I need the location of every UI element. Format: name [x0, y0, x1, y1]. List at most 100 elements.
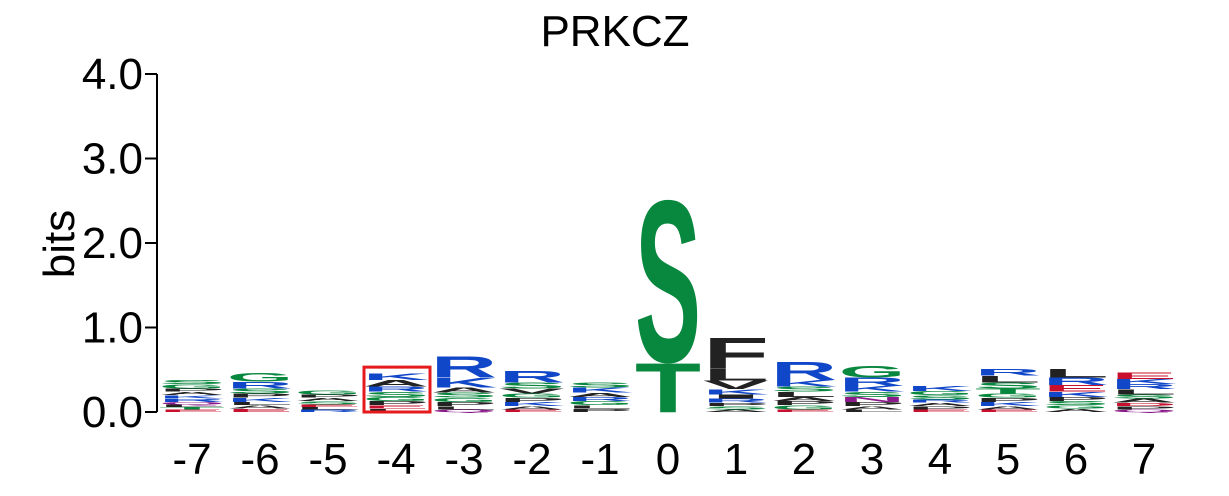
letter-R: R: [1043, 375, 1109, 387]
x-tick-label: -2: [512, 435, 551, 484]
letter-R: R: [907, 398, 973, 403]
letter-L: L: [431, 405, 497, 410]
letter-L: L: [771, 391, 837, 399]
letter-E: E: [295, 404, 361, 408]
letter-P: P: [1111, 405, 1177, 410]
x-tick-label: 6: [1064, 435, 1088, 484]
letter-P: P: [703, 402, 769, 407]
x-tick-label: 1: [724, 435, 748, 484]
letter-E: E: [975, 409, 1041, 413]
letter-G: G: [567, 400, 633, 407]
letter-Q: Q: [1111, 409, 1177, 413]
letter-L: L: [975, 374, 1041, 384]
letter-G: G: [839, 363, 905, 381]
letter-K: K: [431, 375, 497, 391]
letter-P: P: [567, 408, 633, 413]
letter-A: A: [975, 405, 1041, 410]
letter-S: S: [703, 405, 769, 410]
x-tick-label: 2: [792, 435, 816, 484]
x-tick-label: 3: [860, 435, 884, 484]
letter-E: E: [159, 409, 225, 413]
letter-K: K: [907, 384, 973, 392]
letter-V: V: [703, 379, 769, 392]
x-tick-label: 4: [928, 435, 952, 484]
letter-E: E: [363, 404, 429, 409]
letter-K: K: [839, 384, 905, 393]
letter-L: L: [227, 401, 293, 406]
letter-A: A: [499, 405, 565, 410]
letter-L: L: [1111, 388, 1177, 396]
letter-N: N: [839, 395, 905, 403]
letter-T: T: [975, 387, 1041, 395]
letter-G: G: [1043, 404, 1109, 409]
letter-R: R: [771, 357, 837, 386]
letter-L: L: [1043, 367, 1109, 380]
letter-E: E: [227, 408, 293, 413]
highlight-box: [362, 365, 432, 414]
letter-K: K: [1043, 390, 1109, 398]
letter-R: R: [1111, 383, 1177, 391]
letter-F: F: [703, 328, 769, 378]
letter-S: S: [635, 152, 701, 411]
letter-E: E: [499, 409, 565, 413]
letter-P: P: [1043, 396, 1109, 403]
letter-L: L: [567, 404, 633, 409]
letter-P: P: [907, 405, 973, 410]
letter-K: K: [227, 397, 293, 404]
x-tick-label: 7: [1132, 435, 1156, 484]
letter-R: R: [499, 368, 565, 386]
letter-S: S: [975, 381, 1041, 390]
letter-L: L: [839, 409, 905, 413]
x-tick-label: -1: [580, 435, 619, 484]
letter-A: A: [159, 391, 225, 396]
letter-R: R: [431, 350, 497, 384]
letter-A: A: [227, 404, 293, 409]
letter-P: P: [431, 401, 497, 408]
stack-0: TS: [635, 152, 701, 427]
letter-D: D: [1111, 402, 1177, 407]
letter-A: A: [1111, 397, 1177, 404]
letter-S: S: [907, 394, 973, 401]
y-tick-label: 4.0: [82, 50, 143, 99]
letter-G: G: [975, 392, 1041, 399]
chart-title: PRKCZ: [540, 7, 689, 56]
letter-K: K: [567, 386, 633, 394]
letter-R: R: [363, 385, 429, 393]
letter-G: G: [907, 390, 973, 397]
y-tick-label: 1.0: [82, 304, 143, 353]
letter-P: P: [227, 392, 293, 399]
letter-L: L: [159, 404, 225, 408]
letter-V: V: [499, 387, 565, 395]
letter-G: G: [431, 397, 497, 404]
letter-A: A: [839, 405, 905, 410]
letter-G: G: [227, 371, 293, 384]
letter-R: R: [839, 375, 905, 388]
letter-P: P: [839, 401, 905, 408]
letter-E: E: [771, 409, 837, 413]
letter-S: S: [567, 381, 633, 389]
letter-A: A: [567, 391, 633, 398]
letter-K: K: [703, 388, 769, 396]
y-tick-label: 0.0: [82, 388, 143, 437]
letter-T: T: [159, 406, 225, 410]
letter-G: G: [771, 404, 837, 411]
letter-K: K: [363, 371, 429, 382]
letter-S: S: [1043, 400, 1109, 407]
letter-R: R: [295, 409, 361, 413]
x-axis-ticks: -7 -6 -5 -4 -3 -2 -1 0 1 2 3 4 5 6 7: [172, 435, 1156, 484]
x-tick-label: -5: [308, 435, 347, 484]
letter-A: A: [431, 386, 497, 394]
letter-R: R: [703, 397, 769, 404]
y-tick-label: 3.0: [82, 135, 143, 184]
letter-A: A: [295, 397, 361, 402]
